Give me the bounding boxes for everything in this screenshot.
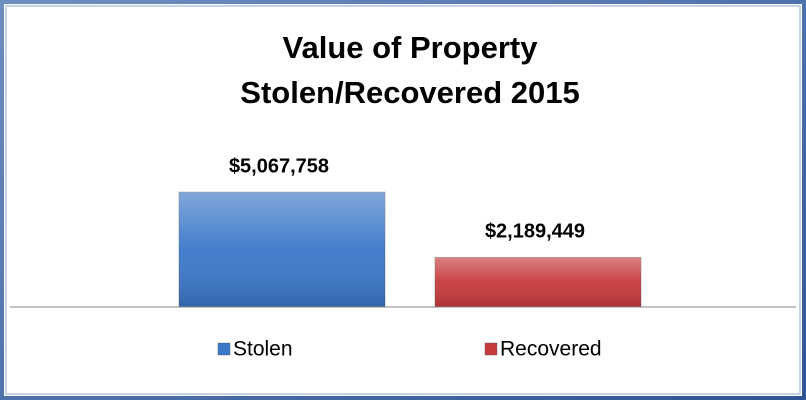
legend-swatch <box>217 342 231 356</box>
data-label: $5,067,758 <box>229 155 329 177</box>
legend-swatch <box>484 342 498 356</box>
legend-label: Recovered <box>500 338 602 361</box>
bar-shine <box>179 192 385 307</box>
chart-title: Stolen/Recovered 2015 <box>240 75 579 110</box>
chart-title: Value of Property <box>283 30 539 65</box>
bar-shine <box>435 257 641 307</box>
legend-label: Stolen <box>233 338 293 361</box>
chart-frame-inner <box>5 5 801 395</box>
data-label: $2,189,449 <box>485 221 585 243</box>
